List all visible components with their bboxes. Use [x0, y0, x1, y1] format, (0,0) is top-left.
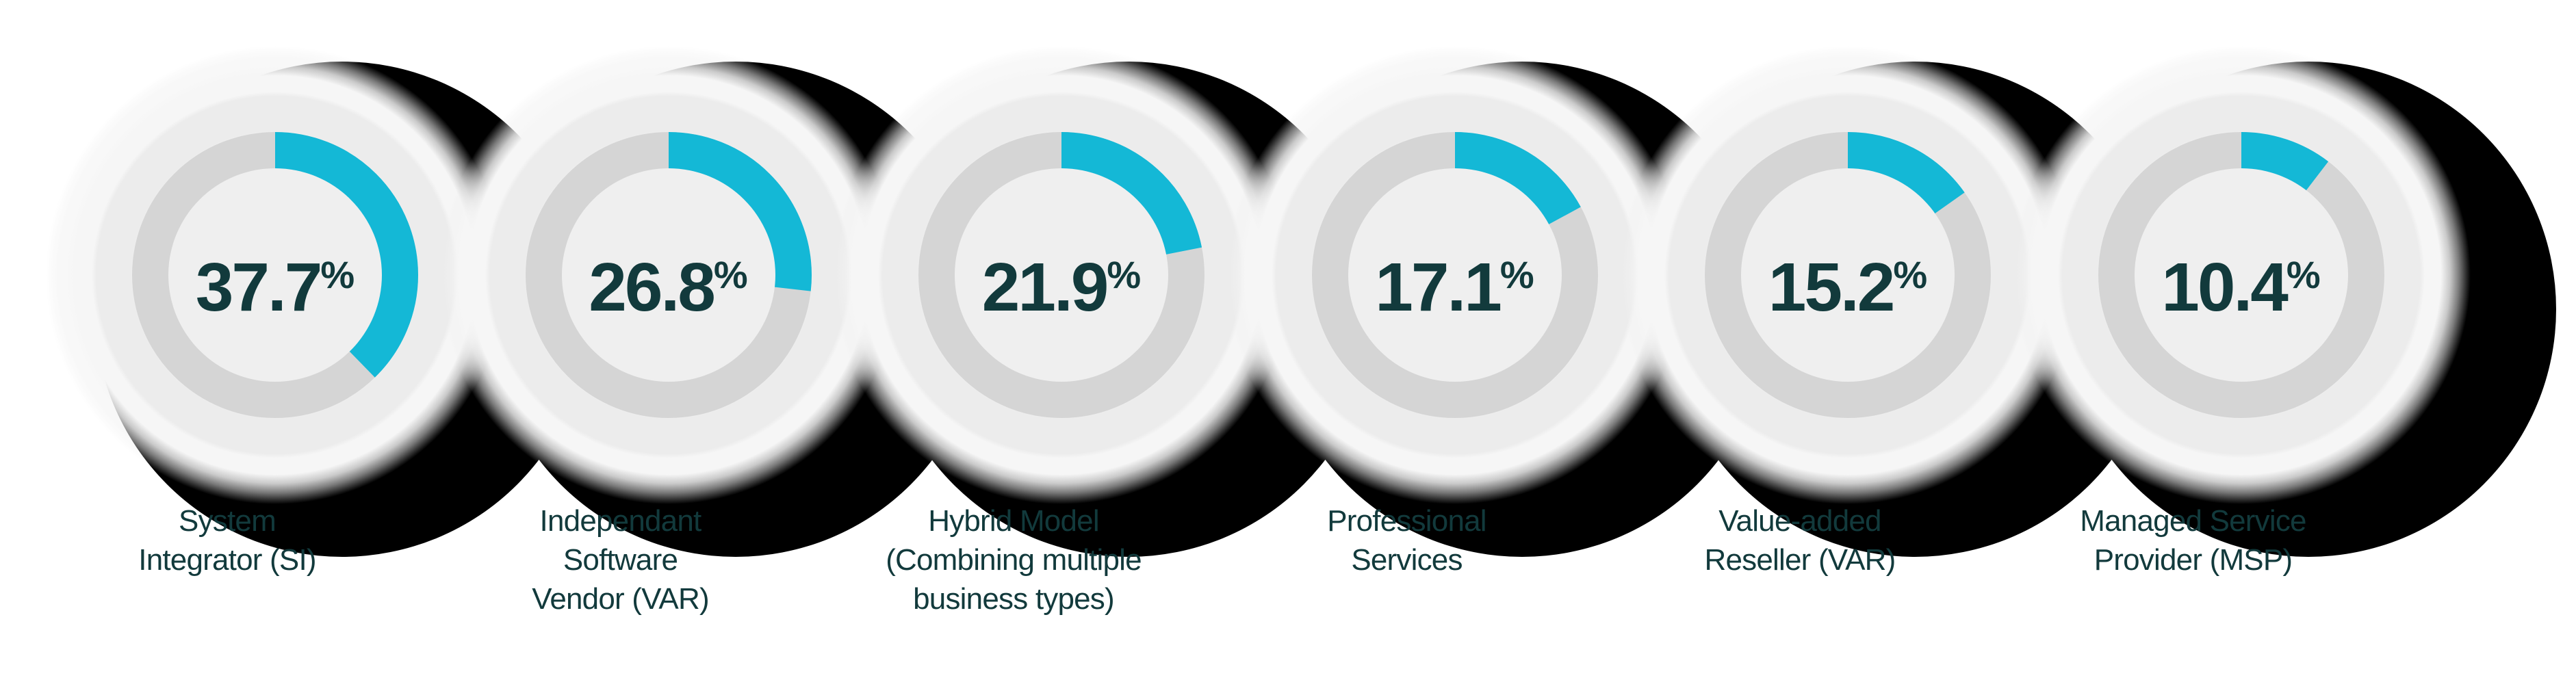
- gauge-label-line: (Combining multiple: [886, 543, 1142, 577]
- percent-sign: %: [2286, 253, 2321, 296]
- gauge-value-number: 17.1: [1375, 249, 1502, 326]
- gauge-label: System Integrator (SI): [63, 501, 391, 579]
- gauge-value: 15.2%: [1643, 241, 2053, 322]
- gauge-label: Value-added Reseller (VAR): [1636, 501, 1964, 579]
- gauge-value: 21.9%: [856, 241, 1267, 322]
- donut-ring: [132, 132, 418, 418]
- value-arc: [1311, 132, 1598, 418]
- inner-circle: [1348, 168, 1562, 382]
- inner-circle: [168, 168, 382, 382]
- inner-circle: [955, 168, 1168, 382]
- percent-sign: %: [1107, 253, 1142, 296]
- gauge-unit: 17.1% Professional Services: [1225, 0, 1770, 680]
- gauge-label: Independant Software Vendor (VAR): [456, 501, 785, 618]
- value-arc: [2098, 132, 2384, 418]
- gauge-label-line: Managed Service: [2080, 504, 2306, 538]
- gauge-label-line: Independant: [539, 504, 702, 538]
- inner-circle: [2134, 168, 2348, 382]
- gauge-unit: 10.4% Managed Service Provider (MSP): [2011, 0, 2556, 680]
- gauge-unit: 21.9% Hybrid Model (Combining multiple busi…: [832, 0, 1376, 680]
- gauge-label-line: Value-added: [1718, 504, 1881, 538]
- donut-ring: [525, 132, 812, 418]
- percent-sign: %: [1499, 253, 1534, 296]
- gauge-label-line: Provider (MSP): [2094, 543, 2293, 577]
- gauge-label-line: Professional: [1327, 504, 1486, 538]
- gauge-unit: 26.8% Independant Software Vendor (VAR): [439, 0, 983, 680]
- gauge-value-number: 21.9: [981, 249, 1109, 326]
- gauge-label-line: Software: [563, 543, 678, 577]
- gauge-value-number: 15.2: [1768, 249, 1896, 326]
- gauge-value: 10.4%: [2036, 241, 2447, 322]
- gauge-value-number: 10.4: [2161, 249, 2289, 326]
- gauge-value: 17.1%: [1250, 241, 1660, 322]
- percent-sign: %: [1893, 253, 1928, 296]
- donut-ring: [1311, 132, 1598, 418]
- gauge-value-number: 26.8: [589, 249, 716, 326]
- inner-circle: [1741, 168, 1955, 382]
- gauge-value-number: 37.7: [195, 249, 323, 326]
- gauge-label-line: Hybrid Model: [928, 504, 1099, 538]
- gauge-unit: 15.2% Value-added Reseller (VAR): [1619, 0, 2163, 680]
- inner-circle: [561, 168, 775, 382]
- gauge-unit: 37.7% System Integrator (SI): [46, 0, 590, 680]
- value-arc: [525, 132, 812, 418]
- gauge-label-line: System: [179, 504, 276, 538]
- gauge-value: 26.8%: [463, 241, 874, 322]
- gauge-label: Professional Services: [1243, 501, 1571, 579]
- value-arc: [132, 132, 418, 418]
- gauge-label-line: Vendor (VAR): [532, 582, 709, 616]
- donut-ring: [918, 132, 1205, 418]
- donut-ring: [1705, 132, 1991, 418]
- gauge-label-line: Integrator (SI): [138, 543, 316, 577]
- percent-sign: %: [320, 253, 355, 296]
- gauge-label-line: Services: [1351, 543, 1463, 577]
- gauge-value: 37.7%: [70, 241, 480, 322]
- gauge-label: Managed Service Provider (MSP): [2029, 501, 2358, 579]
- gauge-label-line: business types): [913, 582, 1115, 616]
- value-arc: [918, 132, 1205, 418]
- donut-ring: [2098, 132, 2384, 418]
- gauge-label: Hybrid Model (Combining multiple business …: [849, 501, 1178, 618]
- percent-sign: %: [713, 253, 748, 296]
- value-arc: [1705, 132, 1991, 418]
- gauge-label-line: Reseller (VAR): [1704, 543, 1896, 577]
